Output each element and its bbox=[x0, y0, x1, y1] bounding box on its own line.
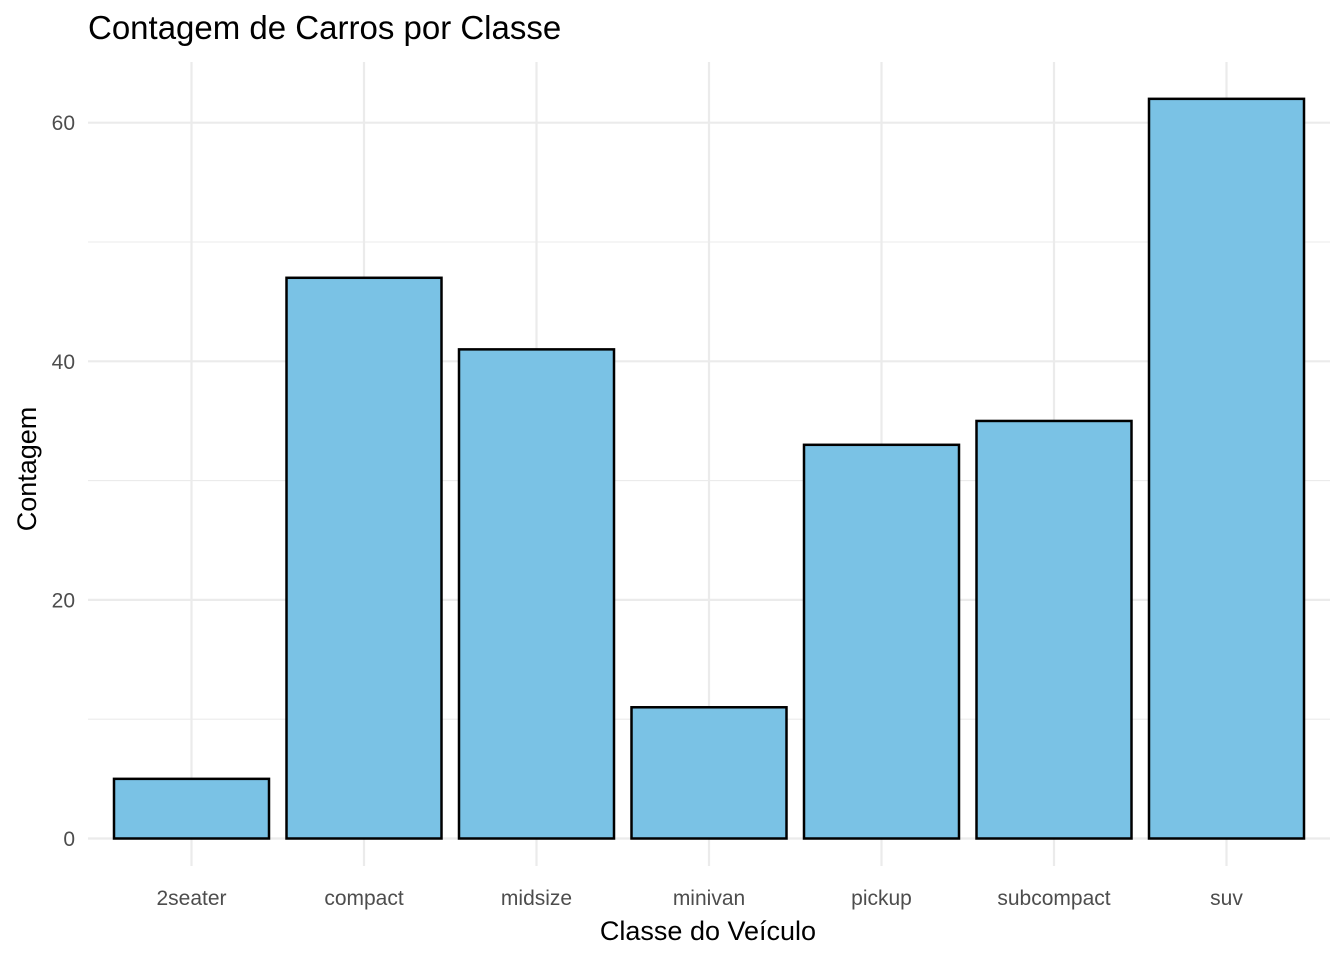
x-tick-label: midsize bbox=[501, 887, 572, 910]
bar-midsize bbox=[457, 348, 616, 840]
bar-compact bbox=[285, 276, 443, 840]
x-axis-tick-labels: 2seater compact midsize minivan pickup subcom… bbox=[156, 887, 1243, 910]
chart-title: Contagem de Carros por Classe bbox=[88, 9, 561, 46]
y-tick-label: 60 bbox=[52, 112, 75, 135]
x-tick-label: minivan bbox=[673, 887, 745, 910]
x-tick-label: suv bbox=[1210, 887, 1243, 910]
bars-layer bbox=[112, 97, 1306, 840]
x-tick-label: compact bbox=[324, 887, 404, 910]
bar-minivan bbox=[630, 706, 788, 840]
x-tick-label: 2seater bbox=[156, 887, 226, 910]
bar-pickup bbox=[802, 443, 961, 840]
x-tick-label: subcompact bbox=[997, 887, 1110, 910]
x-tick-label: pickup bbox=[851, 887, 912, 910]
x-axis-title: Classe do Veículo bbox=[600, 916, 816, 946]
y-axis-tick-labels: 0 20 40 60 bbox=[52, 112, 75, 851]
y-tick-label: 40 bbox=[52, 351, 75, 374]
bar-suv bbox=[1147, 97, 1306, 840]
y-tick-label: 0 bbox=[63, 828, 75, 851]
y-axis-title: Contagem bbox=[12, 407, 42, 532]
y-tick-label: 20 bbox=[52, 589, 75, 612]
bar-2seater bbox=[112, 777, 271, 840]
bar-subcompact bbox=[975, 419, 1133, 840]
